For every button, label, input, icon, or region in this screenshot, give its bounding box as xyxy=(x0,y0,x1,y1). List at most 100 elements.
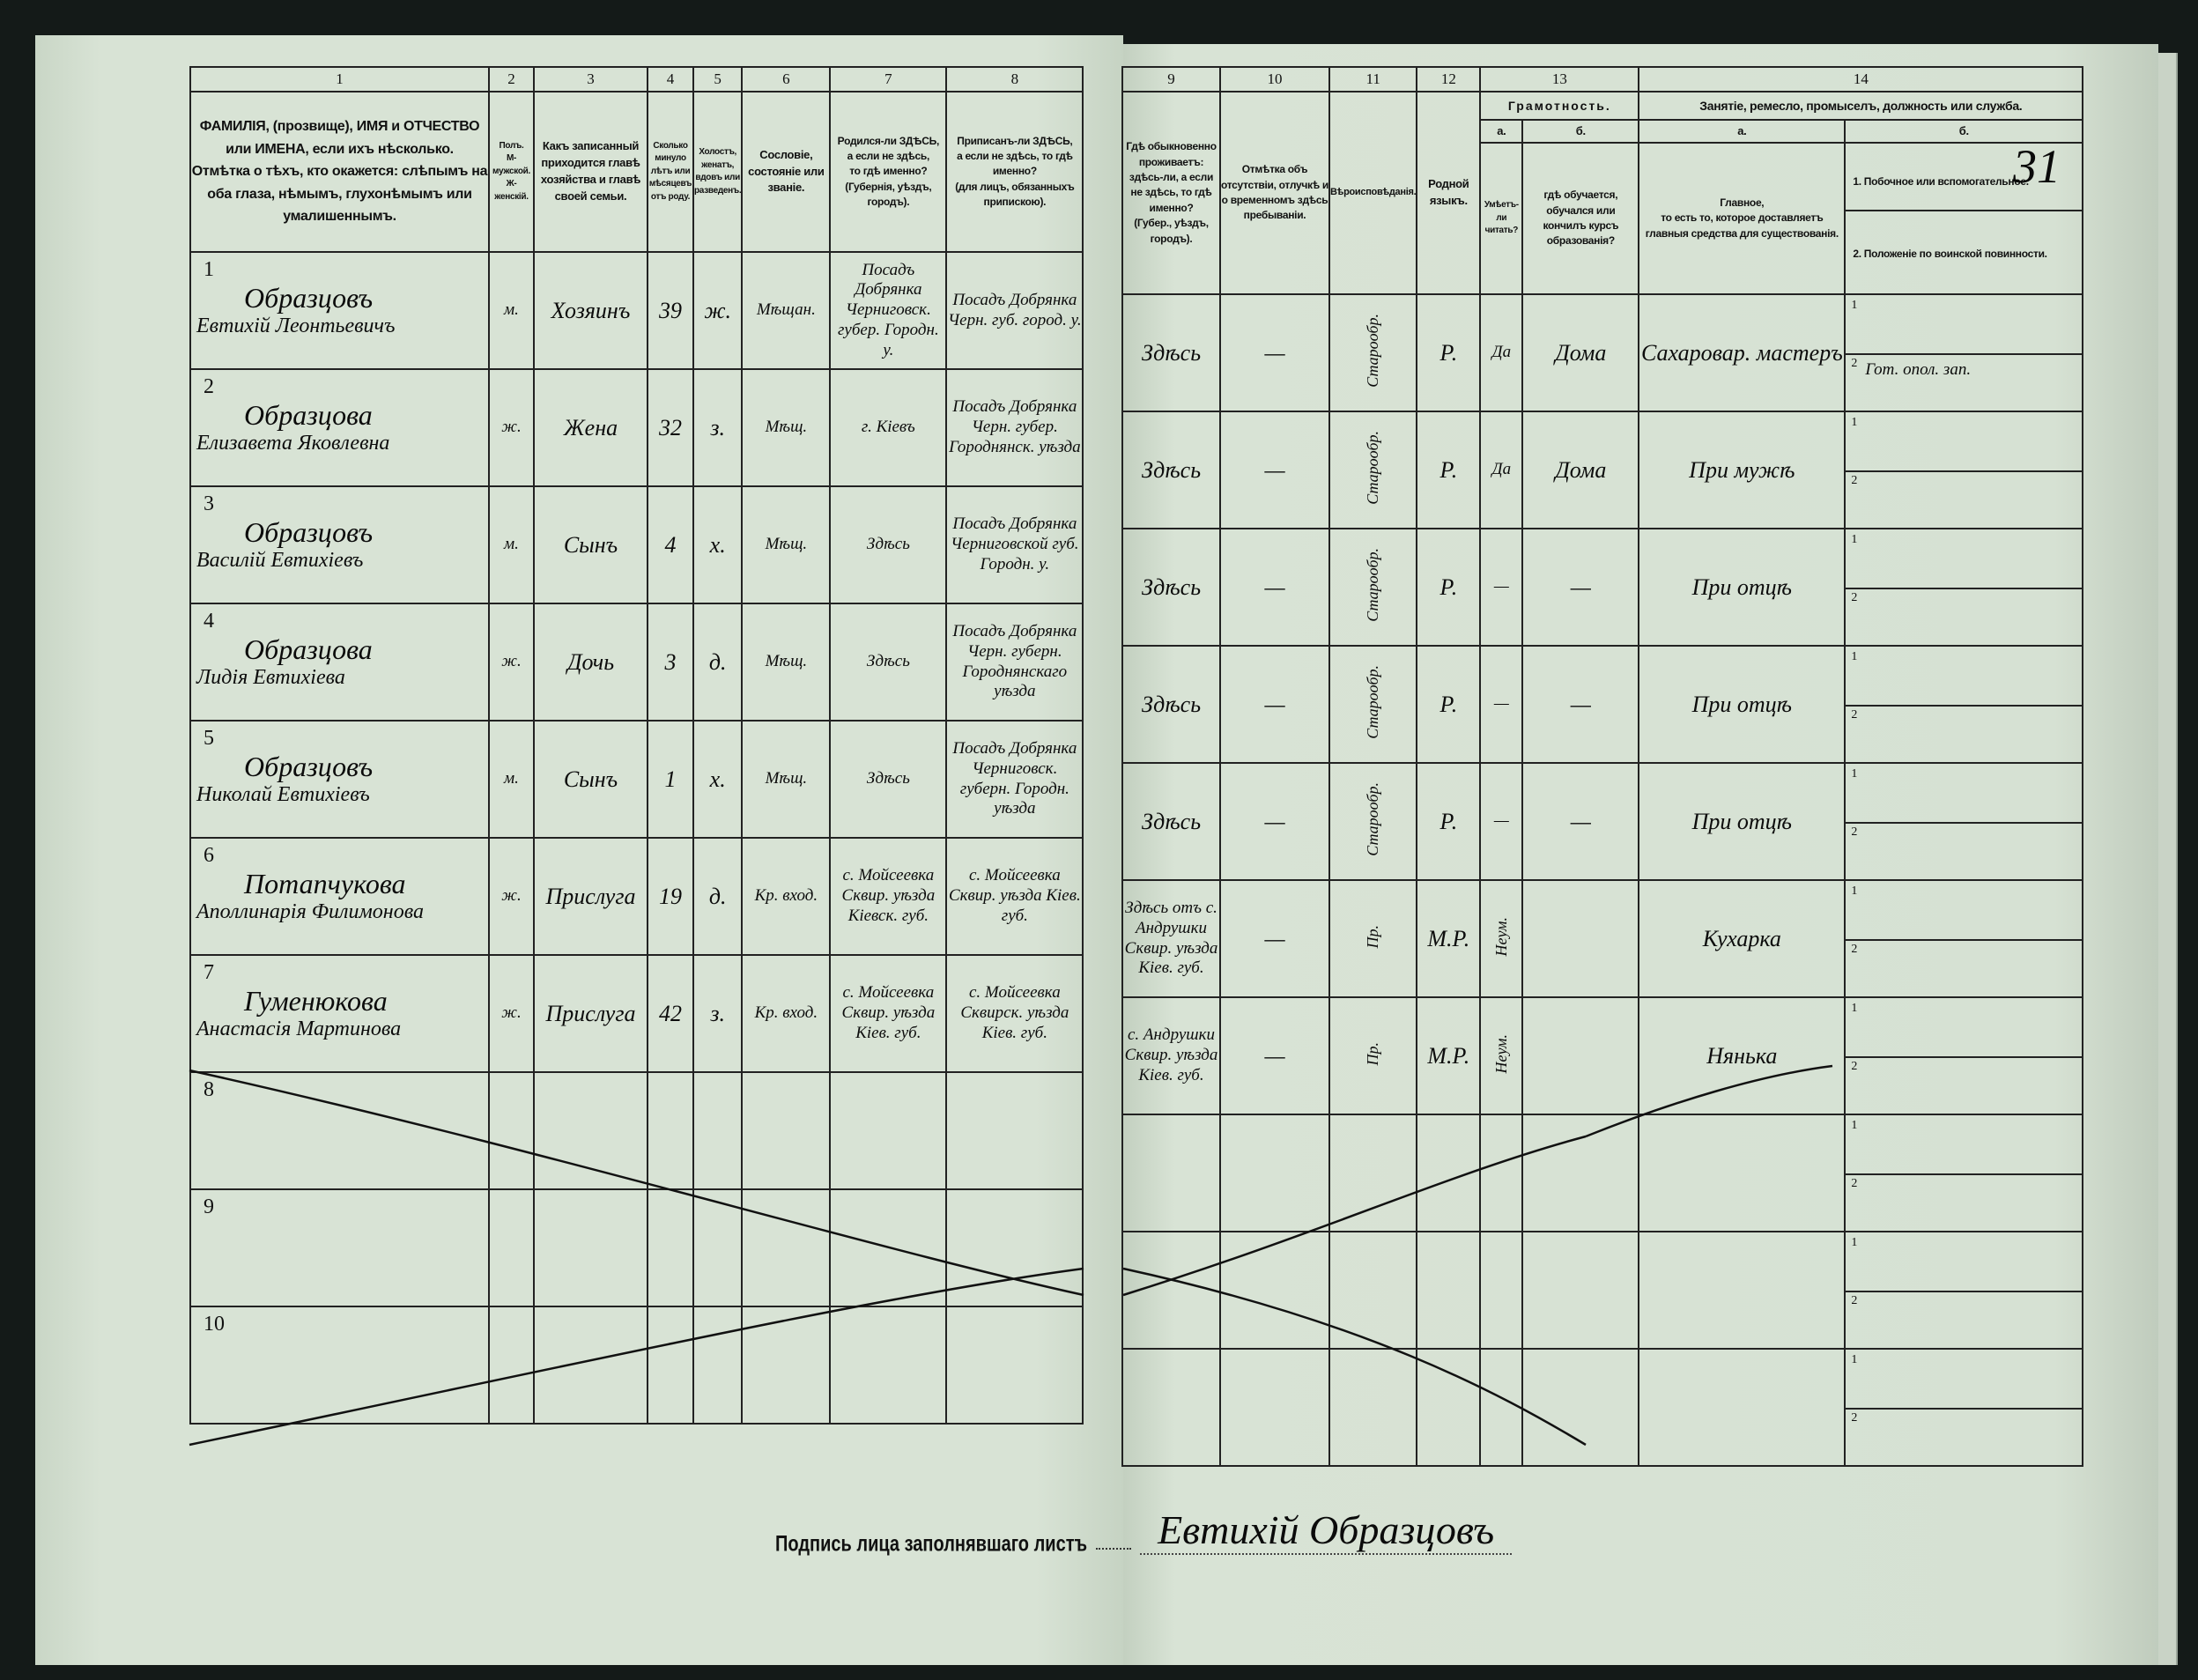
main-occupation-value: При мужѣ xyxy=(1689,456,1795,483)
education: — xyxy=(1521,528,1640,648)
table-row: 8 xyxy=(189,1071,1084,1190)
table-row: 1 Образцовъ Евтихій Леонтьевичъ м. Хозяинъ 39… xyxy=(189,251,1084,370)
estate: Мѣщ. xyxy=(741,368,832,487)
marital-status xyxy=(692,1188,744,1307)
education: — xyxy=(1521,762,1640,882)
relation-value: Дочь xyxy=(566,648,615,675)
residence-value: Здѣсь xyxy=(1141,456,1202,483)
military-status-line: 2 xyxy=(1846,1408,2081,1465)
header-religion: Вѣроисповѣданія. xyxy=(1328,90,1418,296)
table-row: 6 Потапчукова Аполлинарія Филимонова ж. Прис… xyxy=(189,837,1084,956)
birthplace-value: Здѣсь xyxy=(866,535,910,554)
native-language xyxy=(1416,1114,1482,1233)
main-occupation: При отцѣ xyxy=(1638,762,1846,882)
registered-place: Посадъ Добрянка Черн. губер. Городнянск.… xyxy=(945,368,1084,487)
marital-status-value: д. xyxy=(708,883,727,909)
main-occupation xyxy=(1638,1348,1846,1468)
can-read: — xyxy=(1479,762,1524,882)
relation-value: Прислуга xyxy=(545,1000,636,1026)
military-status-line: 2 xyxy=(1846,1056,2081,1114)
native-language: М.Р. xyxy=(1416,879,1482,999)
header-literacy-b: б. xyxy=(1521,119,1640,144)
age: 42 xyxy=(647,954,694,1073)
registered-place-value: Посадъ Добрянка Черниговской губ. Городн… xyxy=(951,514,1079,574)
age-value: 32 xyxy=(659,414,682,440)
side-occupation-line: 1 xyxy=(1846,296,2082,355)
age-value: 3 xyxy=(664,648,677,675)
sex-value: м. xyxy=(504,535,519,554)
absence: — xyxy=(1219,645,1330,765)
education: — xyxy=(1521,645,1640,765)
native-language: Р. xyxy=(1416,645,1482,765)
table-row: с. Андрушки Сквир. уѣзда Кіев. губ. — Пр. М… xyxy=(1121,996,2084,1116)
residence-value: Здѣсь xyxy=(1141,574,1202,600)
sex xyxy=(488,1071,535,1190)
birthplace-value: с. Мойсеевка Сквир. уѣзда Кіевск. губ. xyxy=(841,866,936,925)
age-value: 1 xyxy=(664,766,677,792)
header-literacy-a: а. xyxy=(1479,119,1524,144)
age: 4 xyxy=(647,485,694,604)
main-occupation-value: Нянька xyxy=(1706,1042,1778,1069)
table-row: 10 xyxy=(189,1306,1084,1425)
can-read: Неум. xyxy=(1479,996,1524,1116)
relation-value: Сынъ xyxy=(563,531,618,558)
can-read: — xyxy=(1479,645,1524,765)
relation-value: Сынъ xyxy=(563,766,618,792)
absence-value: — xyxy=(1264,456,1285,483)
relation: Прислуга xyxy=(533,954,648,1073)
military-status: Гот. опол. зап. xyxy=(1865,359,1972,379)
military-status-line: 2 xyxy=(1846,1173,2081,1231)
native-language-value: Р. xyxy=(1439,808,1458,834)
sex-value: ж. xyxy=(501,652,522,671)
registered-place-value: с. Мойсеевка Сквирск. уѣзда Кіев. губ. xyxy=(960,983,1069,1042)
military-status-line: 2 xyxy=(1846,939,2081,996)
registered-place-value: Посадъ Добрянка Черниговск. губерн. Горо… xyxy=(952,738,1077,818)
can-read-value: — xyxy=(1493,811,1509,831)
row-number: 6 xyxy=(204,844,214,867)
native-language-value: М.Р. xyxy=(1427,1042,1470,1069)
main-occupation: Сахаровар. мастеръ xyxy=(1638,293,1846,413)
religion-value: Пр. xyxy=(1364,924,1382,949)
side-occupation-line: 1 xyxy=(1846,765,2082,824)
person-name: 6 Потапчукова Аполлинарія Филимонова xyxy=(189,837,490,956)
column-number: 9 xyxy=(1121,66,1221,93)
sex: ж. xyxy=(488,368,535,487)
registered-place: Посадъ Добрянка Черниговской губ. Городн… xyxy=(945,485,1084,604)
estate-value: Мѣщан. xyxy=(756,300,816,320)
sub-line-number: 1 xyxy=(1851,1236,1858,1250)
religion xyxy=(1328,1231,1418,1351)
registered-place: с. Мойсеевка Сквирск. уѣзда Кіев. губ. xyxy=(945,954,1084,1073)
sub-line-number: 1 xyxy=(1851,650,1858,664)
registered-place: Посадъ Добрянка Черниговск. губерн. Горо… xyxy=(945,720,1084,839)
can-read-value: Неум. xyxy=(1491,916,1510,957)
residence: с. Андрушки Сквир. уѣзда Кіев. губ. xyxy=(1121,996,1221,1116)
header-education: гдѣ обучается, обучался или кончилъ курс… xyxy=(1521,141,1640,296)
side-occupation-line: 1 xyxy=(1846,1233,2082,1292)
residence xyxy=(1121,1231,1221,1351)
sex: м. xyxy=(488,720,535,839)
column-number: 8 xyxy=(945,66,1084,93)
main-occupation: При мужѣ xyxy=(1638,411,1846,530)
absence: — xyxy=(1219,879,1330,999)
sub-line-number: 2 xyxy=(1851,707,1858,722)
religion: Старообр. xyxy=(1328,528,1418,648)
main-occupation-value: Сахаровар. мастеръ xyxy=(1640,339,1843,366)
main-occupation-value: Кухарка xyxy=(1702,925,1781,951)
relation: Сынъ xyxy=(533,720,648,839)
education: Дома xyxy=(1521,293,1640,413)
estate: Кр. вход. xyxy=(741,954,832,1073)
person-name: 7 Гуменюкова Анастасія Мартинова xyxy=(189,954,490,1073)
religion: Старообр. xyxy=(1328,645,1418,765)
sex xyxy=(488,1306,535,1425)
estate-value: Кр. вход. xyxy=(754,1003,818,1023)
signature-label: Подпись лица заполнявшаго листъ xyxy=(775,1532,1088,1557)
marital-status: д. xyxy=(692,603,744,722)
relation xyxy=(533,1306,648,1425)
side-occupation-line: 1 xyxy=(1846,1116,2082,1175)
header-main-occupation: Главное, то есть то, которое доставляетъ… xyxy=(1638,141,1846,296)
education-value: Дома xyxy=(1555,339,1607,366)
main-occupation-value: При отцѣ xyxy=(1691,808,1793,834)
